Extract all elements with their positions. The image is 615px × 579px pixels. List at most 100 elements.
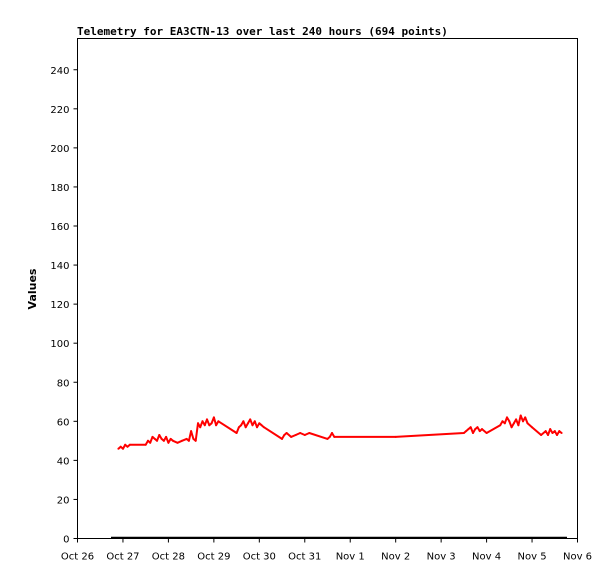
data-point	[544, 430, 547, 433]
data-point	[194, 439, 197, 442]
x-tick-label: Oct 30	[243, 552, 276, 563]
data-point	[256, 426, 258, 429]
data-point	[549, 428, 552, 431]
x-tick-label: Nov 4	[472, 552, 501, 563]
data-point	[281, 437, 283, 440]
y-tick-label: 220	[50, 105, 69, 116]
x-tick-label: Oct 27	[106, 552, 139, 563]
data-point	[560, 432, 563, 434]
y-axis-label: Values	[26, 268, 39, 309]
data-point	[126, 445, 129, 448]
data-point	[162, 439, 165, 442]
data-point	[153, 437, 156, 440]
data-point	[283, 434, 286, 436]
y-tick-label: 40	[57, 456, 70, 467]
y-tick-label: 200	[50, 144, 69, 155]
x-axis: Oct 26 Oct 27 Oct 28 Oct 29 Oct 30 Oct 31 Nov …	[61, 538, 592, 563]
data-point	[308, 432, 311, 434]
data-point	[512, 422, 515, 425]
data-point	[517, 424, 520, 427]
data-point	[190, 430, 193, 433]
data-point	[128, 443, 131, 446]
data-point	[251, 424, 254, 427]
data-point	[481, 428, 483, 431]
data-point	[328, 435, 331, 438]
data-point	[501, 420, 504, 423]
data-point	[522, 420, 524, 423]
data-point	[506, 416, 508, 419]
data-point	[181, 439, 183, 442]
y-tick-label: 120	[50, 300, 69, 311]
data-point	[215, 424, 218, 427]
data-point	[515, 418, 518, 421]
data-point	[290, 435, 293, 438]
x-tick-label: Nov 6	[563, 552, 592, 563]
data-point	[144, 443, 147, 446]
data-point	[237, 426, 240, 429]
data-point	[547, 434, 549, 436]
data-point	[208, 424, 211, 427]
data-point	[508, 420, 511, 423]
data-point	[158, 434, 161, 436]
data-point	[124, 443, 127, 446]
data-point	[262, 426, 265, 429]
data-point	[519, 414, 522, 417]
data-point	[147, 439, 149, 442]
data-point	[333, 435, 336, 438]
data-point	[192, 437, 195, 440]
y-tick-label: 160	[50, 222, 69, 233]
data-point	[253, 420, 256, 423]
x-tick-label: Nov 5	[518, 552, 547, 563]
data-point	[244, 426, 247, 429]
data-point	[169, 437, 172, 440]
data-point	[167, 441, 170, 444]
data-point	[119, 445, 122, 448]
data-point	[187, 439, 190, 442]
data-point	[331, 432, 333, 434]
data-point	[249, 418, 252, 421]
data-point	[472, 432, 474, 434]
data-point	[201, 420, 204, 423]
data-point	[462, 432, 465, 434]
data-point	[240, 424, 243, 427]
data-point	[165, 435, 168, 438]
data-point	[499, 424, 502, 427]
data-point	[503, 422, 506, 425]
data-point	[260, 424, 263, 427]
y-tick-label: 240	[50, 66, 69, 77]
data-point	[540, 434, 543, 436]
data-point	[294, 434, 297, 436]
y-tick-label: 60	[57, 417, 70, 428]
data-point	[326, 437, 329, 440]
data-point	[476, 426, 479, 429]
data-point	[303, 434, 306, 436]
plot-area	[77, 38, 578, 539]
x-tick-label: Nov 3	[427, 552, 456, 563]
data-point	[556, 434, 558, 436]
data-point	[526, 422, 529, 425]
data-point	[235, 432, 238, 434]
series-layer	[117, 414, 563, 450]
data-point	[160, 437, 163, 440]
data-point	[176, 441, 179, 444]
data-point	[151, 435, 154, 438]
data-point	[485, 432, 488, 434]
data-point	[172, 439, 174, 442]
x-tick-label: Nov 2	[381, 552, 410, 563]
data-point	[478, 430, 481, 433]
data-point	[203, 424, 206, 427]
x-tick-label: Oct 26	[61, 552, 94, 563]
chart-title: Telemetry for EA3CTN-13 over last 240 ho…	[77, 25, 448, 38]
data-point	[242, 420, 245, 423]
data-point	[185, 437, 188, 440]
y-tick-label: 20	[57, 495, 70, 506]
data-point	[258, 422, 261, 425]
data-point	[117, 447, 120, 450]
data-point	[467, 428, 470, 431]
data-point	[531, 426, 533, 429]
data-point	[551, 432, 554, 434]
data-point	[524, 416, 527, 419]
y-axis: 0 20 40 60 80 100 120 140 160 180 200 220 240	[50, 66, 78, 546]
y-tick-label: 100	[50, 339, 69, 350]
